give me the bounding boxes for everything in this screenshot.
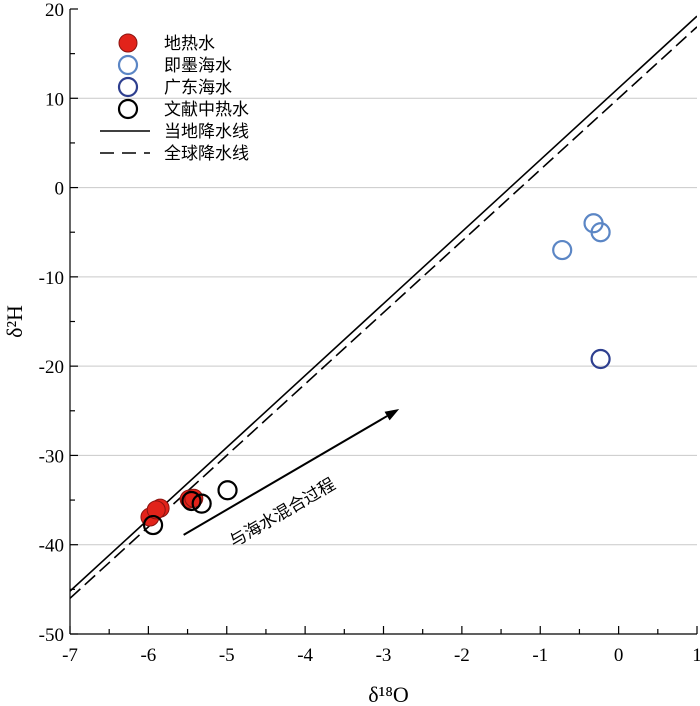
legend-label: 地热水 [164,34,215,54]
x-tick-label: -1 [532,645,548,666]
data-point [181,490,202,512]
legend-label: 文献中热水 [164,100,249,120]
data-points-layer [140,213,611,536]
legend-marker [117,98,139,120]
x-axis-title: δ¹⁸O [368,682,409,706]
x-tick-label: -2 [454,645,470,666]
legend-label: 广东海水 [164,78,232,98]
data-point [217,480,238,501]
x-tick-label: -7 [62,645,78,666]
x-tick-label: 0 [614,645,624,666]
legend-marker [118,33,138,53]
grid-layer [70,97,697,546]
mixing-arrow-head [384,409,400,421]
data-point [146,500,166,520]
y-tick-label: -20 [39,357,64,378]
y-tick-label: 20 [45,0,64,21]
y-axis-title: δ²H [2,305,27,338]
y-tick-label: 0 [55,179,65,200]
x-tick-label: -6 [140,645,156,666]
global-meteoric-water-line [70,26,697,599]
mixing-annotation-label: 与海水混合过程 [226,475,339,552]
y-tick-label: 10 [45,89,64,110]
data-point [590,222,611,243]
annotation-layer: 与海水混合过程 [183,409,400,552]
mixing-arrow [183,415,388,536]
y-tick-label: -30 [39,446,64,467]
meteoric-lines-layer [70,15,697,599]
data-point [552,239,573,261]
x-tick-label: 1 [692,645,700,666]
legend-label: 即墨海水 [164,56,232,76]
y-tick-label: -10 [39,268,64,289]
legend-label: 全球降水线 [164,144,249,164]
y-tick-label: -50 [39,625,64,646]
x-tick-label: -3 [376,645,392,666]
data-point [590,348,611,370]
y-tick-label: -40 [39,536,64,557]
local-meteoric-water-line [70,15,697,592]
x-tick-label: -4 [297,645,313,666]
data-point [191,493,212,514]
x-tick-label: -5 [219,645,235,666]
data-point [142,514,164,536]
legend-label: 当地降水线 [164,122,249,142]
legend-marker [117,54,139,76]
legend-marker [117,76,139,98]
